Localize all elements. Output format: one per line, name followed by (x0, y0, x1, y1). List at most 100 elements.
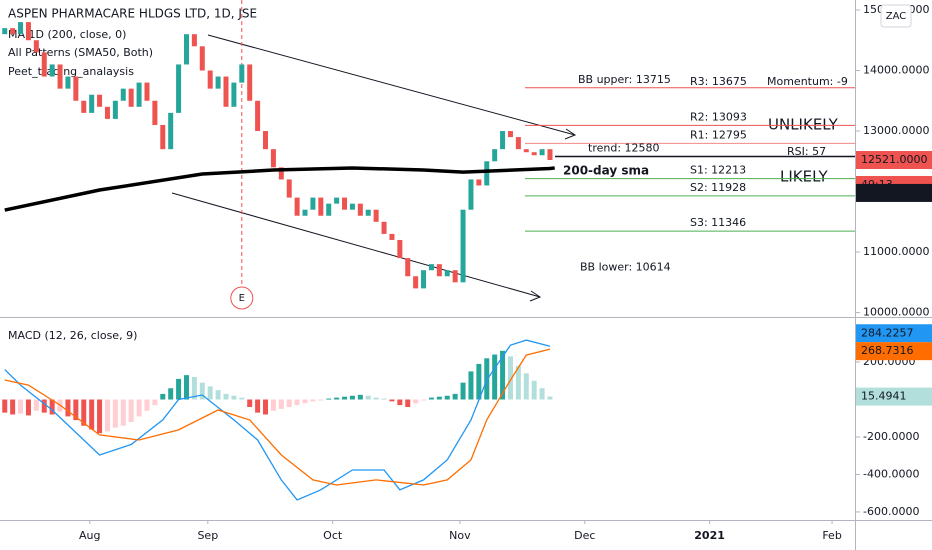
candle-body (25, 22, 31, 41)
histogram-bar (326, 398, 332, 400)
candle-body (270, 149, 276, 168)
candle-body (349, 203, 355, 210)
candle-body (2, 28, 8, 35)
histogram-bar (428, 397, 434, 400)
histogram-bar (349, 395, 355, 400)
value-box (856, 324, 932, 343)
sma-price (856, 183, 932, 202)
histogram-bar (263, 399, 269, 415)
annotation: UNLIKELY (768, 116, 839, 134)
histogram-bar (136, 399, 142, 417)
symbol-title: ASPEN PHARMACARE HLDGS LTD, 1D, JSE (8, 7, 257, 21)
level-label: S1: 12213 (690, 164, 746, 177)
histogram-bar (476, 363, 482, 400)
value-box-label: 284.2257 (861, 326, 914, 339)
candle-body (365, 209, 371, 216)
y-tick-label: -400.0000 (863, 467, 919, 480)
candle-body (255, 100, 261, 132)
histogram-bar (318, 399, 324, 401)
candle-body (515, 137, 521, 150)
x-tick-label: Aug (79, 529, 100, 542)
histogram-bar (310, 399, 316, 402)
candle-body (18, 22, 24, 35)
candle-body (160, 124, 166, 150)
annotation: LIKELY (780, 168, 828, 186)
histogram-bar (223, 393, 229, 400)
histogram-bar (523, 373, 529, 400)
histogram-bar (531, 380, 537, 400)
candle-body (89, 94, 95, 113)
candle-body (476, 179, 482, 186)
histogram-bar (73, 399, 79, 421)
histogram-bar (286, 399, 292, 408)
candle-body (136, 82, 142, 107)
histogram-bar (81, 399, 87, 426)
macd-line (4, 339, 551, 501)
last-price-label: 12521.0000 (861, 153, 927, 166)
candle-body (207, 70, 213, 89)
histogram-bar (515, 365, 521, 400)
histogram-bar (89, 399, 95, 430)
candle-body (286, 179, 292, 198)
value-box (856, 387, 932, 406)
x-tick-label: Feb (822, 529, 841, 542)
histogram-bar (104, 399, 110, 432)
level-label: R2: 13093 (690, 110, 747, 123)
histogram-bar (152, 399, 158, 406)
candle-body (168, 112, 174, 150)
indicator-label: MA 1D (200, close, 0) (8, 28, 126, 41)
candle-body (452, 270, 458, 283)
histogram-bar (239, 397, 245, 400)
candle-body (278, 167, 284, 180)
x-tick-label: Sep (197, 529, 218, 542)
histogram-bar (199, 382, 205, 400)
histogram-bar (128, 399, 134, 422)
candle-body (318, 197, 324, 216)
candle-body (104, 106, 110, 119)
histogram-bar (500, 350, 506, 400)
histogram-bar (144, 399, 150, 411)
candle-body (373, 209, 379, 222)
trendline-lower (171, 192, 541, 298)
candle-body (413, 276, 419, 289)
level-label: trend: 12580 (588, 141, 660, 154)
histogram-bar (507, 356, 513, 400)
level-label: S2: 11928 (690, 181, 746, 194)
y-tick-label: 13000.0000 (863, 124, 929, 137)
candle-body (357, 203, 363, 216)
candle-body (231, 82, 237, 107)
histogram-bar (2, 399, 8, 413)
histogram-bar (468, 371, 474, 400)
histogram-bar (160, 393, 166, 400)
level-label: R3: 13675 (690, 75, 747, 88)
histogram-bar (452, 393, 458, 400)
histogram-bar (373, 397, 379, 400)
candle-body (397, 239, 403, 259)
x-tick-label: Nov (449, 529, 471, 542)
candle-body (342, 197, 348, 210)
histogram-bar (33, 399, 39, 411)
candle-body (421, 270, 427, 289)
candle-body (263, 131, 269, 150)
histogram-bar (492, 354, 498, 400)
histogram-bar (342, 396, 348, 400)
macd-line (4, 348, 551, 486)
candle-body (183, 34, 189, 65)
histogram-bar (215, 390, 221, 400)
value-box-label: 268.7316 (861, 344, 914, 357)
candle-body (73, 76, 79, 101)
candle-body (302, 209, 308, 216)
arrow-head (564, 128, 577, 140)
level-label: BB upper: 13715 (578, 73, 671, 86)
value-box (856, 342, 932, 361)
currency-label: ZAC (886, 11, 907, 22)
histogram-bar (247, 399, 253, 408)
candle-body (223, 76, 229, 107)
histogram-bar (334, 397, 340, 400)
sma-price-label: 12390.0300 (861, 186, 927, 199)
candle-body (444, 270, 450, 277)
histogram-bar (444, 395, 450, 400)
histogram-bar (278, 399, 284, 409)
candle-body (128, 88, 134, 107)
